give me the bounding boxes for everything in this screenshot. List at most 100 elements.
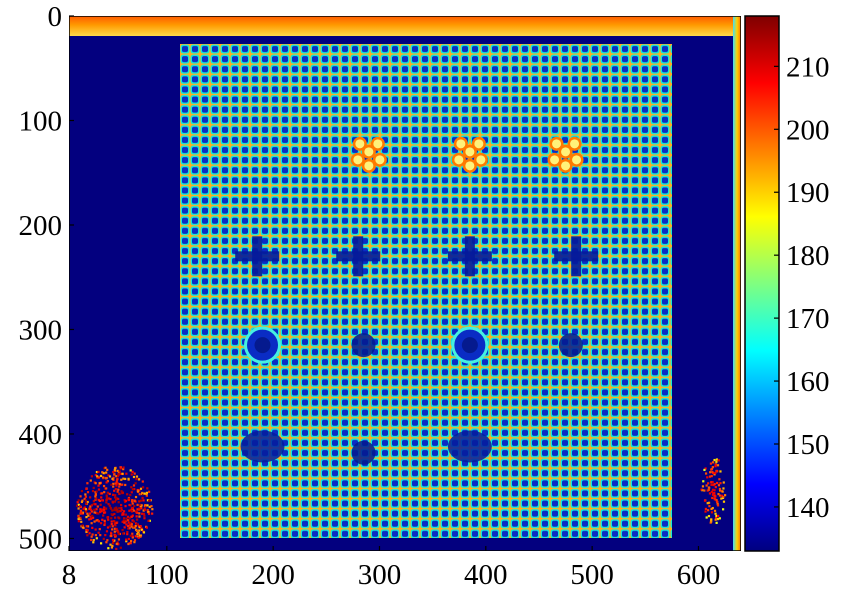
speckle-pixel (96, 512, 99, 515)
speckle-pixel (105, 494, 108, 497)
speckle-pixel (117, 497, 120, 501)
speckle-pixel (81, 526, 85, 529)
dark-spot-feature (351, 440, 376, 465)
speckle-pixel (96, 476, 99, 479)
speckle-pixel (110, 517, 113, 520)
speckle-pixel (143, 492, 146, 495)
speckle-pixel (115, 506, 118, 509)
speckle-pixel (715, 521, 718, 524)
speckle-pixel (711, 466, 714, 469)
speckle-pixel (715, 516, 718, 520)
speckle-pixel (101, 508, 104, 511)
speckle-pixel (77, 507, 80, 510)
speckle-pixel (715, 499, 718, 502)
speckle-pixel (131, 502, 134, 505)
speckle-pixel (704, 510, 707, 513)
speckle-pixel (112, 476, 115, 479)
x-tick-label: 100 (145, 559, 189, 591)
y-axis: 0 100 200 300 400 500 (19, 1, 74, 555)
speckle-pixel (722, 496, 725, 499)
speckle-pixel (148, 505, 151, 509)
speckle-pixel (712, 483, 715, 487)
speckle-pixel (86, 525, 90, 528)
speckle-pixel (110, 520, 113, 523)
speckle-pixel (117, 516, 120, 519)
speckle-pixel (112, 470, 115, 474)
speckle-pixel (121, 472, 124, 475)
speckle-pixel (88, 518, 91, 521)
x-axis: 8 100 200 300 400 500 600 (62, 546, 720, 591)
speckle-pixel (119, 509, 122, 513)
dark-spot-feature (351, 333, 376, 358)
speckle-pixel (718, 478, 721, 481)
speckle-pixel (113, 489, 116, 492)
speckle-pixel (90, 535, 93, 538)
dark-cross-feature (235, 236, 280, 277)
speckle-pixel (716, 504, 720, 507)
speckle-pixel (86, 491, 90, 494)
speckle-pixel (83, 497, 86, 500)
speckle-pixel (89, 479, 92, 482)
speckle-pixel (145, 491, 149, 494)
feature-dot (373, 139, 383, 149)
speckle-pixel (90, 522, 93, 525)
speckle-pixel (125, 517, 128, 520)
speckle-pixel (147, 510, 150, 514)
speckle-pixel (113, 507, 116, 510)
grid-region (180, 44, 672, 538)
speckle-pixel (151, 508, 154, 511)
speckle-pixel (85, 515, 88, 519)
colorbar-tick-label: 210 (786, 51, 830, 83)
speckle-pixel (717, 484, 721, 487)
speckle-pixel (106, 468, 109, 471)
speckle-pixel (126, 531, 129, 534)
speckle-pixel (113, 468, 116, 471)
feature-dot (474, 139, 484, 149)
speckle-pixel (147, 512, 151, 515)
speckle-pixel (140, 504, 143, 507)
speckle-pixel (108, 504, 111, 507)
speckle-pixel (117, 473, 120, 476)
speckle-pixel (714, 518, 717, 521)
speckle-pixel (96, 505, 99, 508)
dot-cluster-feature (451, 136, 488, 173)
speckle-pixel (130, 491, 133, 494)
speckle-pixel (132, 475, 136, 479)
speckle-pixel (89, 496, 92, 499)
speckle-pixel (138, 515, 141, 518)
speckle-pixel (97, 520, 101, 523)
speckle-pixel (710, 520, 713, 523)
dot-cluster-feature (547, 136, 584, 173)
speckle-pixel (124, 483, 127, 487)
feature-dot (465, 161, 475, 171)
speckle-pixel (723, 494, 727, 497)
speckle-pixel (102, 514, 105, 517)
speckle-pixel (107, 518, 110, 521)
speckle-pixel (106, 491, 109, 494)
speckle-pixel (124, 505, 127, 508)
speckle-pixel (115, 480, 118, 483)
speckle-pixel (111, 477, 114, 480)
speckle-pixel (100, 492, 104, 495)
speckle-pixel (113, 539, 116, 542)
speckle-pixel (114, 534, 117, 537)
x-tick-label: 8 (62, 559, 77, 591)
speckle-pixel (93, 511, 96, 514)
x-tick-label: 400 (464, 559, 508, 591)
speckle-pixel (105, 487, 108, 490)
speckle-pixel (86, 500, 89, 504)
speckle-pixel (107, 503, 110, 506)
speckle-pixel (95, 508, 98, 511)
speckle-pixel (134, 525, 137, 528)
heatmap-plot-area (69, 16, 741, 551)
speckle-pixel (100, 496, 103, 499)
dark-cross-feature (554, 236, 599, 277)
speckle-pixel (117, 488, 120, 491)
feature-dot (353, 155, 363, 165)
speckle-pixel (100, 499, 104, 502)
speckle-pixel (116, 474, 120, 478)
speckle-pixel (716, 481, 719, 485)
speckle-pixel (123, 520, 126, 523)
speckle-pixel (112, 541, 115, 545)
speckle-pixel (112, 485, 115, 488)
